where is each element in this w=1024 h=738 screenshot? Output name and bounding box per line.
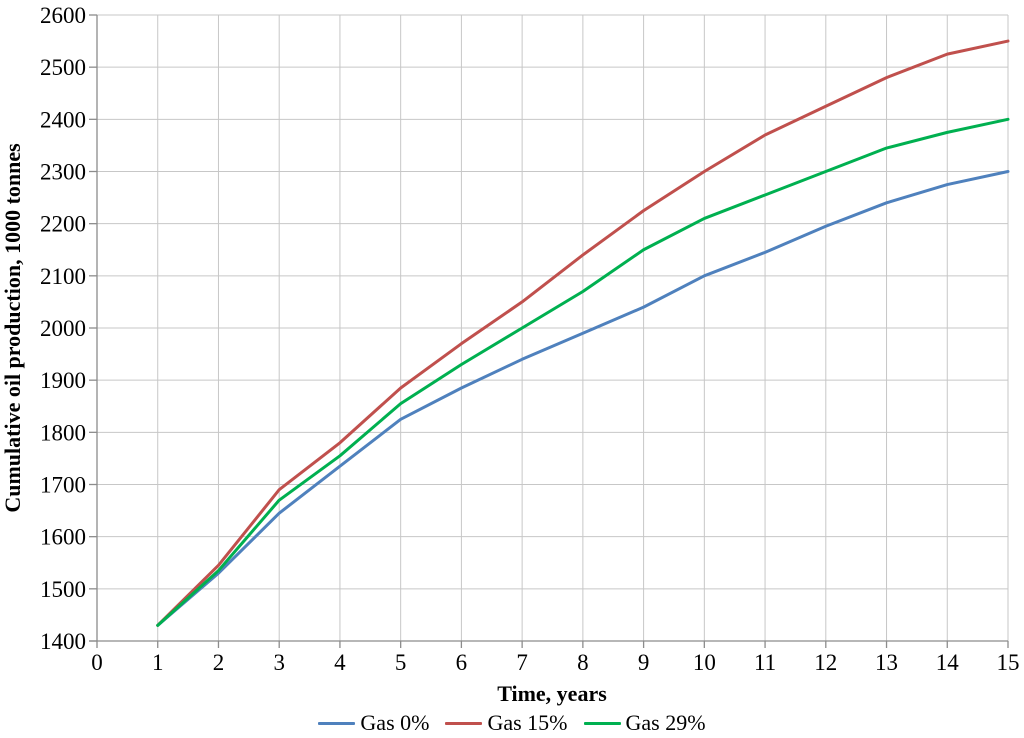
x-tick-label: 12 xyxy=(814,650,837,675)
x-tick-label: 15 xyxy=(997,650,1020,675)
legend-item: Gas 29% xyxy=(583,710,706,736)
y-tick-label: 1400 xyxy=(40,629,86,654)
x-tick-label: 10 xyxy=(693,650,716,675)
x-tick-label: 11 xyxy=(754,650,776,675)
legend-line-swatch xyxy=(318,721,356,725)
y-tick-label: 2600 xyxy=(40,3,86,28)
legend-item: Gas 0% xyxy=(318,710,429,736)
y-tick-label: 1900 xyxy=(40,368,86,393)
x-tick-label: 2 xyxy=(213,650,225,675)
y-tick-label: 1600 xyxy=(40,525,86,550)
legend-label: Gas 29% xyxy=(625,710,706,735)
y-tick-label: 2400 xyxy=(40,107,86,132)
y-tick-label: 1500 xyxy=(40,577,86,602)
series-line-gas-15- xyxy=(156,39,1010,627)
legend-label: Gas 0% xyxy=(360,710,430,735)
x-tick-label: 1 xyxy=(152,650,164,675)
x-tick-label: 7 xyxy=(516,650,528,675)
x-axis-title: Time, years xyxy=(497,681,607,706)
y-tick-label: 2300 xyxy=(40,160,86,185)
y-tick-label: 1700 xyxy=(40,473,86,498)
y-tick-label: 2100 xyxy=(40,264,86,289)
y-tick-label: 1800 xyxy=(40,420,86,445)
x-tick-label: 0 xyxy=(91,650,103,675)
x-tick-label: 3 xyxy=(273,650,285,675)
legend-item: Gas 15% xyxy=(445,710,568,736)
legend: Gas 0% Gas 15% Gas 29% xyxy=(0,710,1024,736)
x-tick-label: 13 xyxy=(875,650,898,675)
x-tick-label: 9 xyxy=(638,650,650,675)
x-tick-label: 6 xyxy=(456,650,468,675)
series-line-gas-0- xyxy=(156,170,1010,627)
y-tick-label: 2200 xyxy=(40,212,86,237)
legend-line-swatch xyxy=(445,721,483,725)
y-axis-title: Cumulative oil production, 1000 tonnes xyxy=(0,143,25,513)
legend-line-swatch xyxy=(583,721,621,725)
series-line-gas-29- xyxy=(156,117,1010,627)
y-tick-label: 2000 xyxy=(40,316,86,341)
x-tick-label: 4 xyxy=(334,650,346,675)
legend-label: Gas 15% xyxy=(487,710,568,735)
x-tick-label: 8 xyxy=(577,650,589,675)
x-tick-label: 14 xyxy=(936,650,960,675)
y-tick-label: 2500 xyxy=(40,55,86,80)
x-tick-label: 5 xyxy=(395,650,407,675)
